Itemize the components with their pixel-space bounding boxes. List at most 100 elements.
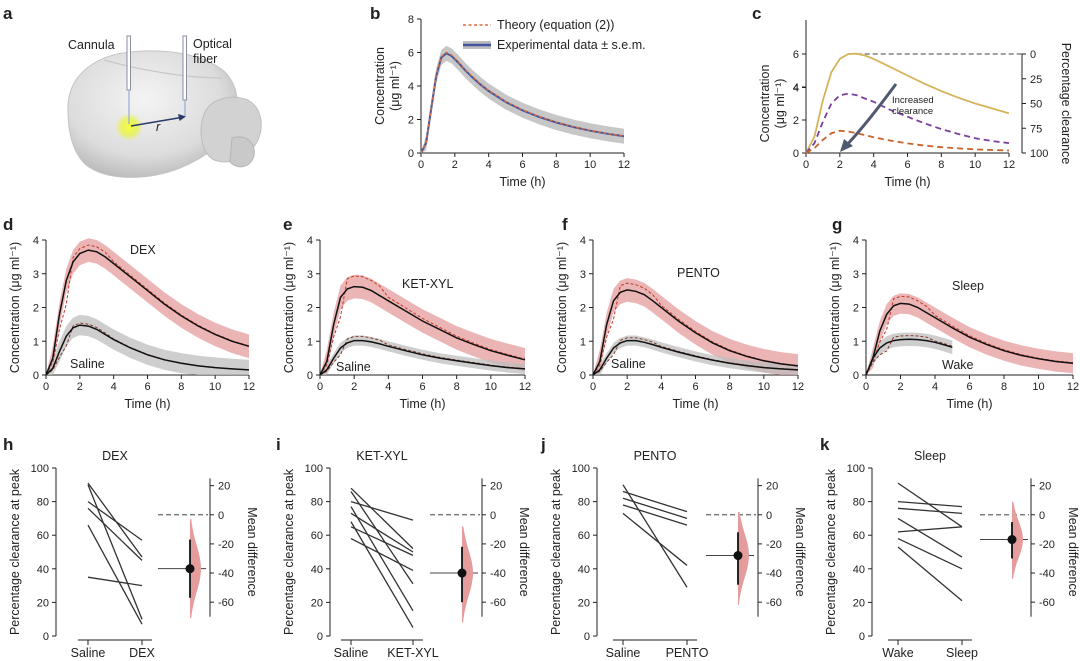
difference-tick-label: 0 [218,510,224,522]
x-tick-label: 6 [692,381,698,393]
y-tick-label: 20 [311,597,323,609]
difference-tick-label: 0 [766,510,772,522]
control-label: Wake [942,358,974,372]
paired-line [350,537,414,572]
panel-letter-b: b [370,4,380,23]
y-tick-label: 80 [37,497,49,509]
panel-title: DEX [102,449,128,463]
panel-a-brain-illustration: Cannula Optical fiber r [67,35,262,178]
y-tick-label: 60 [311,530,323,542]
mean-difference-marker [1007,535,1017,545]
treated-label: KET-XYL [402,277,453,291]
x-tick-label: 10 [485,381,497,393]
difference-tick-label: 20 [218,481,230,493]
x-axis-title: Time (h) [499,175,545,189]
y-tick-label: 6 [408,48,414,60]
y-tick-label: 80 [853,497,865,509]
y-tick-label: 2 [793,115,799,127]
increased-clearance-arrow [844,83,898,148]
y-tick-label: 2 [307,303,313,315]
paired-line [897,537,963,570]
right-y-tick-label: 0 [1030,49,1036,61]
y-axis-title: Concentration [373,47,387,125]
paired-line [350,500,414,521]
difference-axis-title: Mean difference [1066,507,1080,596]
clearance-series-line [805,92,1010,154]
y-axis-title-units: (μg ml⁻¹) [773,79,787,129]
y-tick-label: 0 [307,370,313,382]
y-tick-label: 1 [307,336,313,348]
y-axis-title: Percentage clearance at peak [549,468,563,635]
difference-tick-label: -60 [766,597,782,609]
infusion-glow [115,113,143,141]
paired-line [897,526,963,533]
y-tick-label: 3 [853,269,859,281]
midline-fissure [103,59,223,79]
y-tick-label: 3 [580,269,586,281]
paired-line [87,501,143,541]
y-tick-label: 2 [580,303,586,315]
difference-tick-label: 20 [490,481,502,493]
y-tick-label: 40 [578,564,590,576]
panel-title: PENTO [634,449,677,463]
paired-line [897,517,963,558]
x-tick-label: 4 [385,381,391,393]
x-axis-title: Time (h) [946,397,992,411]
y-tick-label: 100 [31,463,49,475]
category-label: Saline [334,646,369,660]
sem-band [866,293,1073,375]
mean-line [45,249,250,376]
x-tick-label: 12 [1003,159,1015,171]
y-tick-label: 1 [853,336,859,348]
y-tick-label: 40 [37,564,49,576]
paired-line [622,484,688,588]
theory-line [420,51,625,154]
annotation-line-2: clearance [892,106,933,117]
paired-line [350,506,414,612]
y-tick-label: 3 [33,269,39,281]
chart-h: 0 20 40 60 80 100 Percentage clearance at peak… [8,449,259,660]
paired-line [350,521,414,628]
distance-r-arrowhead [178,114,186,121]
paired-line [350,526,414,556]
x-tick-label: 8 [454,381,460,393]
x-tick-label: 2 [624,381,630,393]
legend-experimental-label: Experimental data ± s.e.m. [497,38,646,52]
right-y-tick-label: 25 [1030,74,1042,86]
chart-b: 0 2 4 6 8 10 12 0 2 4 6 8 Time (h) Concentration (μg m… [373,14,646,189]
x-tick-label: 0 [43,381,49,393]
difference-tick-label: -20 [766,539,782,551]
mean-line [319,339,526,376]
y-tick-label: 20 [853,597,865,609]
y-axis-title: Concentration [758,65,772,143]
treated-label: Sleep [952,279,984,293]
optical-fiber-icon [182,35,187,101]
theory-line [592,337,799,376]
x-tick-label: 8 [1001,381,1007,393]
x-tick-label: 4 [111,381,117,393]
annotation-line-1: Increased [892,95,934,106]
x-tick-label: 10 [758,381,770,393]
clearance-series-line [805,52,1010,154]
y-tick-label: 40 [853,564,865,576]
y-tick-label: 4 [33,235,39,247]
x-tick-label: 10 [969,159,981,171]
bootstrap-distribution [1012,501,1023,579]
difference-axis-title: Mean difference [793,507,807,596]
x-tick-label: 6 [144,381,150,393]
treated-label: DEX [130,243,156,257]
panel-letter-d: d [3,215,13,234]
control-label: Saline [336,360,371,374]
mean-line [45,324,250,376]
y-tick-label: 4 [408,81,414,93]
y-axis-title: Percentage clearance at peak [8,468,22,635]
x-axis-title: Time (h) [884,175,930,189]
bootstrap-distribution [462,526,473,623]
control-label: Saline [70,357,105,371]
chart-j: 0 20 40 60 80 100 Percentage clearance at peak… [549,449,807,660]
y-axis-title: Concentration (μg ml⁻¹) [828,242,842,373]
x-tick-label: 6 [966,381,972,393]
paired-line [622,490,688,513]
x-tick-label: 0 [317,381,323,393]
